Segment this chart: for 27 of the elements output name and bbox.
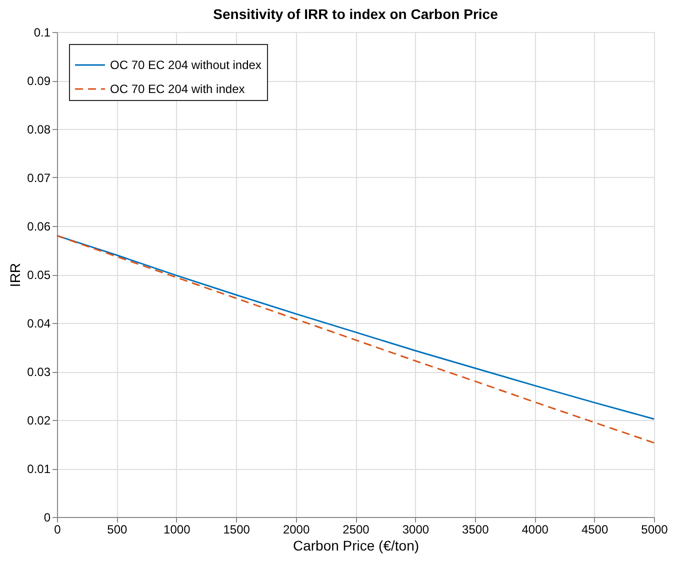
x-tick-label: 4500	[581, 522, 608, 536]
x-tick-label: 4000	[522, 522, 549, 536]
x-axis-title: Carbon Price (€/ton)	[292, 538, 420, 554]
x-tick-label: 1000	[164, 522, 191, 536]
y-tick-label: 0.02	[27, 414, 51, 428]
y-tick-label: 0.1	[34, 26, 51, 40]
y-tick-label: 0.05	[27, 268, 51, 282]
y-tick-label: 0.07	[27, 171, 51, 185]
chart-title: Sensitivity of IRR to index on Carbon Price	[213, 6, 498, 22]
y-tick-label: 0.09	[27, 74, 51, 88]
x-tick-label: 5000	[641, 522, 668, 536]
x-tick-label: 2500	[342, 522, 370, 536]
x-tick-label: 3500	[462, 522, 490, 536]
x-tick-label: 0	[54, 522, 62, 536]
y-tick-label: 0.06	[27, 220, 51, 234]
legend-label: OC 70 EC 204 with index	[110, 82, 245, 96]
y-axis-title: IRR	[7, 262, 24, 288]
x-tick-label: 3000	[402, 522, 430, 536]
y-tick-label: 0	[44, 510, 51, 524]
y-tick-label: 0.01	[27, 462, 51, 476]
y-tick-label: 0.04	[27, 316, 51, 330]
x-tick-label: 500	[107, 522, 128, 536]
legend-label: OC 70 EC 204 without index	[110, 58, 262, 72]
y-tick-label: 0.08	[27, 122, 51, 136]
y-tick-label: 0.03	[27, 365, 51, 379]
x-tick-label: 1500	[223, 522, 250, 536]
x-tick-label: 2000	[282, 522, 310, 536]
